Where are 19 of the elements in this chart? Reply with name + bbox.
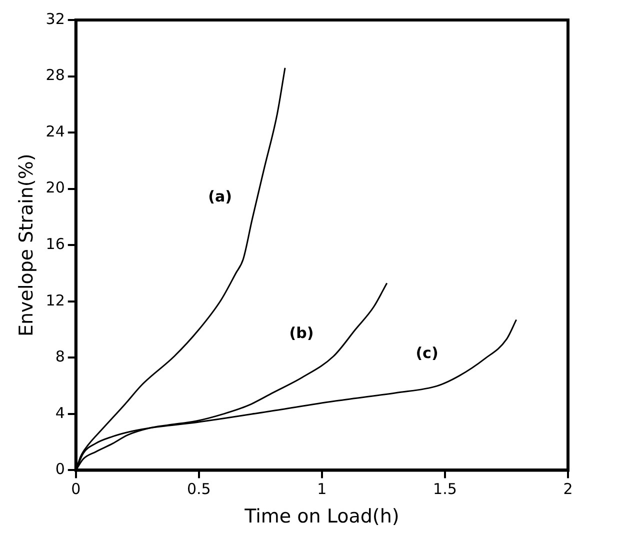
y-tick-label: 32 xyxy=(46,10,65,28)
series-label: (c) xyxy=(416,344,438,362)
y-tick-label: 28 xyxy=(46,66,65,84)
series-label: (a) xyxy=(208,188,232,206)
x-tick-label: 0.5 xyxy=(186,480,211,498)
y-tick-label: 0 xyxy=(55,460,65,478)
y-tick-label: 24 xyxy=(46,122,65,140)
x-axis-title: Time on Load(h) xyxy=(244,506,400,528)
y-tick-label: 8 xyxy=(55,348,65,366)
series-label: (b) xyxy=(289,324,314,342)
y-tick-label: 16 xyxy=(46,234,65,253)
y-tick-label: 12 xyxy=(46,291,65,310)
x-tick-label: 0 xyxy=(71,480,81,498)
x-tick-label: 2 xyxy=(563,480,573,498)
y-axis-title: Envelope Strain(%) xyxy=(15,154,38,337)
y-tick-label: 4 xyxy=(55,404,65,422)
y-tick-label: 20 xyxy=(46,178,65,197)
x-tick-label: 1 xyxy=(317,480,327,498)
x-tick-label: 1.5 xyxy=(433,480,457,498)
